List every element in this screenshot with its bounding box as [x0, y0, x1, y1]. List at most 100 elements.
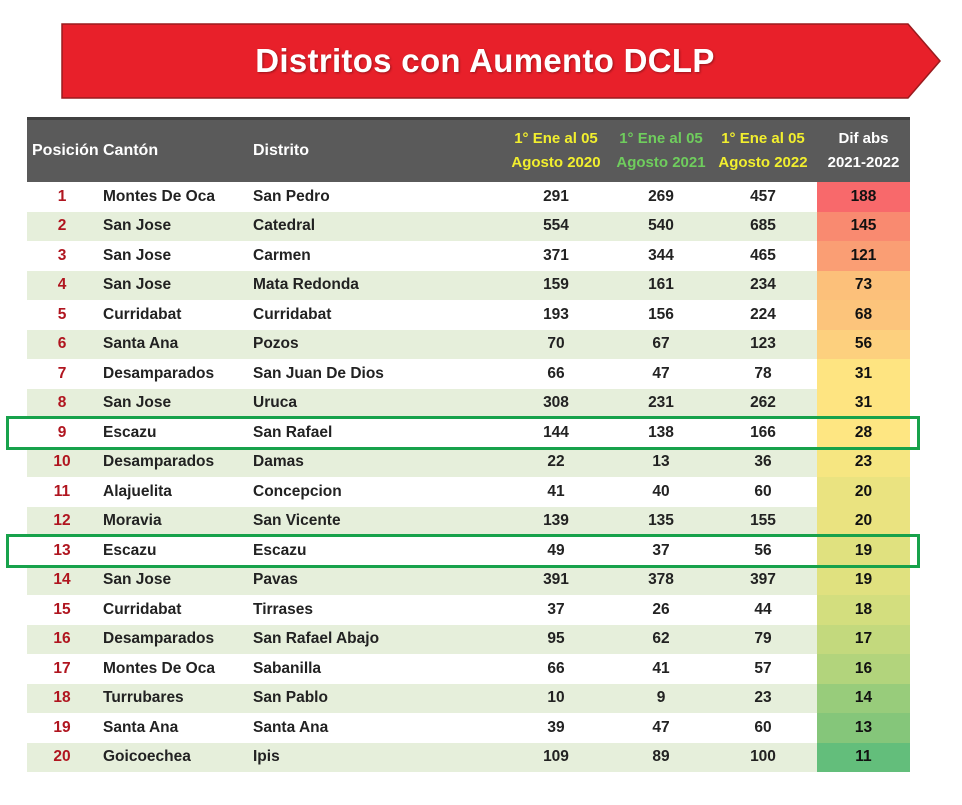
cell-distrito: Pavas	[253, 571, 298, 589]
table-row: 5 Curridabat Curridabat 193 156 224 68	[27, 300, 910, 330]
cell-canton: San Jose	[103, 571, 172, 589]
table-row: 2 San Jose Catedral 554 540 685 145	[27, 211, 910, 241]
table-header: Posición Cantón Distrito 1° Ene al 05 Ag…	[27, 117, 910, 182]
cell-2021: 269	[648, 187, 674, 205]
cell-dif: 23	[817, 447, 910, 477]
cell-2022: 78	[754, 364, 772, 382]
cell-dif: 31	[817, 388, 910, 418]
cell-dif: 18	[817, 595, 910, 625]
table-row: 4 San Jose Mata Redonda 159 161 234 73	[27, 270, 910, 300]
cell-2021: 41	[652, 659, 670, 677]
header-dif-line1: Dif abs	[838, 130, 889, 147]
cell-2020: 391	[543, 571, 569, 589]
cell-posicion: 1	[57, 187, 67, 205]
cell-canton: Alajuelita	[103, 482, 172, 500]
header-dif-line2: 2021-2022	[827, 154, 900, 171]
cell-2022: 56	[754, 541, 772, 559]
cell-posicion: 14	[53, 571, 71, 589]
cell-2020: 291	[543, 187, 569, 205]
cell-2021: 89	[652, 748, 670, 766]
cell-posicion: 18	[53, 689, 71, 707]
table-row: 11 Alajuelita Concepcion 41 40 60 20	[27, 477, 910, 507]
cell-2020: 139	[543, 512, 569, 530]
cell-dif: 56	[817, 329, 910, 359]
cell-distrito: Pozos	[253, 335, 299, 353]
cell-posicion: 8	[57, 394, 67, 412]
cell-2021: 156	[648, 305, 674, 323]
header-2020-line1: 1° Ene al 05	[514, 130, 598, 147]
cell-canton: Curridabat	[103, 600, 182, 618]
cell-2020: 10	[547, 689, 565, 707]
cell-distrito: San Pedro	[253, 187, 330, 205]
table-row: 17 Montes De Oca Sabanilla 66 41 57 16	[27, 654, 910, 684]
cell-canton: Santa Ana	[103, 335, 179, 353]
cell-posicion: 4	[57, 276, 67, 294]
cell-2020: 41	[547, 482, 565, 500]
cell-posicion: 7	[57, 364, 67, 382]
cell-distrito: Catedral	[253, 217, 316, 235]
cell-distrito: San Juan De Dios	[253, 364, 384, 382]
districts-table: Posición Cantón Distrito 1° Ene al 05 Ag…	[27, 117, 910, 772]
header-2020-line2: Agosto 2020	[511, 154, 601, 171]
cell-2022: 23	[754, 689, 772, 707]
cell-canton: Desamparados	[103, 364, 215, 382]
cell-2021: 26	[652, 600, 670, 618]
cell-distrito: Damas	[253, 453, 304, 471]
cell-posicion: 6	[57, 335, 67, 353]
cell-distrito: Ipis	[253, 748, 280, 766]
cell-dif: 16	[817, 654, 910, 684]
cell-distrito: San Rafael	[253, 423, 333, 441]
header-posicion: Posición	[32, 142, 99, 159]
cell-2020: 49	[547, 541, 565, 559]
cell-canton: San Jose	[103, 276, 172, 294]
cell-2022: 262	[750, 394, 776, 412]
cell-canton: San Jose	[103, 246, 172, 264]
cell-2022: 166	[750, 423, 776, 441]
cell-2021: 40	[652, 482, 670, 500]
cell-2022: 100	[750, 748, 776, 766]
cell-posicion: 2	[57, 217, 67, 235]
cell-posicion: 13	[53, 541, 71, 559]
cell-2020: 144	[543, 423, 569, 441]
cell-2020: 22	[547, 453, 565, 471]
header-2021-line1: 1° Ene al 05	[619, 130, 703, 147]
cell-2022: 123	[750, 335, 776, 353]
cell-canton: Curridabat	[103, 305, 182, 323]
header-distrito: Distrito	[253, 142, 309, 159]
cell-dif: 14	[817, 683, 910, 713]
table-row: 6 Santa Ana Pozos 70 67 123 56	[27, 329, 910, 359]
table-row: 13 Escazu Escazu 49 37 56 19	[27, 536, 910, 566]
cell-2021: 62	[652, 630, 670, 648]
cell-dif: 31	[817, 359, 910, 389]
table-row: 10 Desamparados Damas 22 13 36 23	[27, 447, 910, 477]
cell-2021: 231	[648, 394, 674, 412]
table-row: 9 Escazu San Rafael 144 138 166 28	[27, 418, 910, 448]
cell-distrito: Escazu	[253, 541, 307, 559]
cell-dif: 28	[817, 418, 910, 448]
table-row: 12 Moravia San Vicente 139 135 155 20	[27, 506, 910, 536]
cell-2020: 308	[543, 394, 569, 412]
cell-2021: 37	[652, 541, 670, 559]
cell-distrito: Tirrases	[253, 600, 314, 618]
table-row: 15 Curridabat Tirrases 37 26 44 18	[27, 595, 910, 625]
cell-canton: Escazu	[103, 541, 157, 559]
cell-distrito: Curridabat	[253, 305, 332, 323]
cell-2020: 371	[543, 246, 569, 264]
cell-distrito: San Rafael Abajo	[253, 630, 380, 648]
cell-distrito: Uruca	[253, 394, 297, 412]
cell-2022: 234	[750, 276, 776, 294]
cell-2021: 344	[648, 246, 674, 264]
cell-2022: 397	[750, 571, 776, 589]
cell-dif: 19	[817, 565, 910, 595]
cell-2020: 95	[547, 630, 565, 648]
cell-distrito: Mata Redonda	[253, 276, 359, 294]
table-row: 1 Montes De Oca San Pedro 291 269 457 188	[27, 182, 910, 212]
cell-dif: 11	[817, 742, 910, 772]
page-title: Distritos con Aumento DCLP	[255, 42, 715, 79]
cell-2021: 135	[648, 512, 674, 530]
cell-2021: 161	[648, 276, 674, 294]
cell-posicion: 10	[53, 453, 71, 471]
header-2022-line2: Agosto 2022	[718, 154, 808, 171]
cell-2021: 378	[648, 571, 674, 589]
cell-2020: 554	[543, 217, 569, 235]
